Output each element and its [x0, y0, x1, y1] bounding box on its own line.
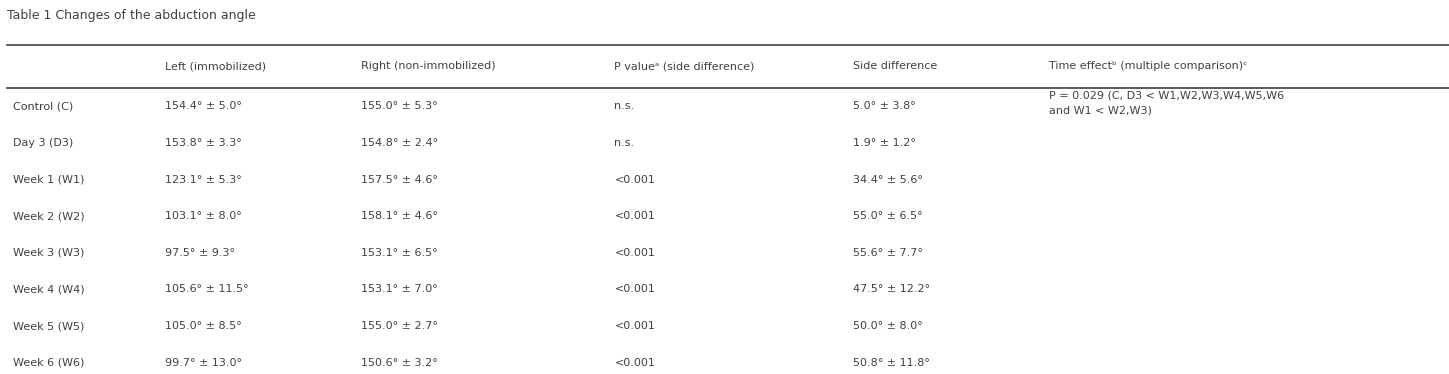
Text: 123.1° ± 5.3°: 123.1° ± 5.3°: [165, 175, 242, 184]
Text: Control (C): Control (C): [13, 101, 74, 111]
Text: Week 4 (W4): Week 4 (W4): [13, 285, 84, 294]
Text: 158.1° ± 4.6°: 158.1° ± 4.6°: [361, 211, 438, 221]
Text: 34.4° ± 5.6°: 34.4° ± 5.6°: [853, 175, 923, 184]
Text: n.s.: n.s.: [614, 101, 635, 111]
Text: 155.0° ± 5.3°: 155.0° ± 5.3°: [361, 101, 438, 111]
Text: 105.6° ± 11.5°: 105.6° ± 11.5°: [165, 285, 249, 294]
Text: 50.8° ± 11.8°: 50.8° ± 11.8°: [853, 358, 930, 368]
Text: <0.001: <0.001: [614, 175, 655, 184]
Text: Week 5 (W5): Week 5 (W5): [13, 321, 84, 331]
Text: 55.0° ± 6.5°: 55.0° ± 6.5°: [853, 211, 923, 221]
Text: Week 6 (W6): Week 6 (W6): [13, 358, 84, 368]
Text: 153.1° ± 6.5°: 153.1° ± 6.5°: [361, 248, 438, 258]
Text: 50.0° ± 8.0°: 50.0° ± 8.0°: [853, 321, 923, 331]
Text: 154.8° ± 2.4°: 154.8° ± 2.4°: [361, 138, 438, 148]
Text: 1.9° ± 1.2°: 1.9° ± 1.2°: [853, 138, 916, 148]
Text: 97.5° ± 9.3°: 97.5° ± 9.3°: [165, 248, 235, 258]
Text: <0.001: <0.001: [614, 321, 655, 331]
Text: Time effectᵇ (multiple comparison)ᶜ: Time effectᵇ (multiple comparison)ᶜ: [1049, 61, 1248, 71]
Text: Week 2 (W2): Week 2 (W2): [13, 211, 84, 221]
Text: 150.6° ± 3.2°: 150.6° ± 3.2°: [361, 358, 438, 368]
Text: 153.1° ± 7.0°: 153.1° ± 7.0°: [361, 285, 438, 294]
Text: n.s.: n.s.: [614, 138, 635, 148]
Text: 153.8° ± 3.3°: 153.8° ± 3.3°: [165, 138, 242, 148]
Text: <0.001: <0.001: [614, 211, 655, 221]
Text: Day 3 (D3): Day 3 (D3): [13, 138, 74, 148]
Text: 55.6° ± 7.7°: 55.6° ± 7.7°: [853, 248, 923, 258]
Text: 157.5° ± 4.6°: 157.5° ± 4.6°: [361, 175, 438, 184]
Text: 105.0° ± 8.5°: 105.0° ± 8.5°: [165, 321, 242, 331]
Text: 155.0° ± 2.7°: 155.0° ± 2.7°: [361, 321, 438, 331]
Text: 103.1° ± 8.0°: 103.1° ± 8.0°: [165, 211, 242, 221]
Text: P = 0.029 (C, D3 < W1,W2,W3,W4,W5,W6
and W1 < W2,W3): P = 0.029 (C, D3 < W1,W2,W3,W4,W5,W6 and…: [1049, 91, 1284, 116]
Text: 5.0° ± 3.8°: 5.0° ± 3.8°: [853, 101, 916, 111]
Text: Side difference: Side difference: [853, 61, 938, 71]
Text: P valueᵃ (side difference): P valueᵃ (side difference): [614, 61, 755, 71]
Text: Table 1 Changes of the abduction angle: Table 1 Changes of the abduction angle: [7, 9, 256, 22]
Text: <0.001: <0.001: [614, 285, 655, 294]
Text: Week 3 (W3): Week 3 (W3): [13, 248, 84, 258]
Text: <0.001: <0.001: [614, 358, 655, 368]
Text: Left (immobilized): Left (immobilized): [165, 61, 267, 71]
Text: 99.7° ± 13.0°: 99.7° ± 13.0°: [165, 358, 242, 368]
Text: <0.001: <0.001: [614, 248, 655, 258]
Text: 154.4° ± 5.0°: 154.4° ± 5.0°: [165, 101, 242, 111]
Text: Right (non-immobilized): Right (non-immobilized): [361, 61, 496, 71]
Text: Week 1 (W1): Week 1 (W1): [13, 175, 84, 184]
Text: 47.5° ± 12.2°: 47.5° ± 12.2°: [853, 285, 930, 294]
